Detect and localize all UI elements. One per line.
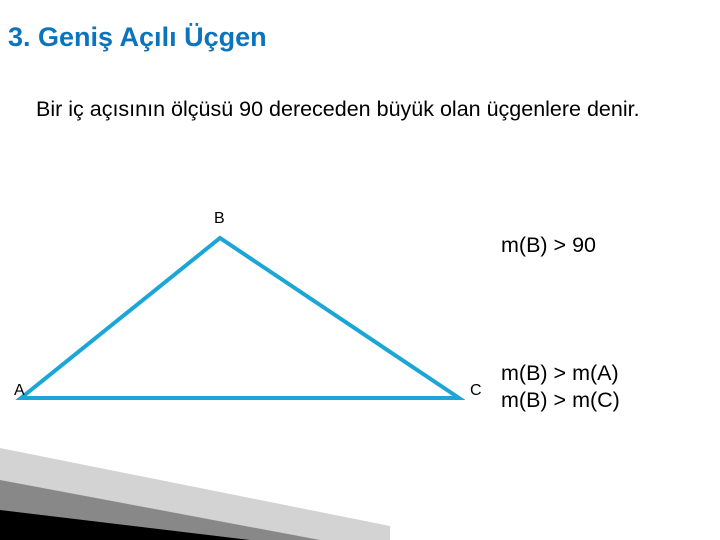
- triangle-svg: [15, 230, 465, 405]
- vertex-label-b: B: [214, 210, 225, 228]
- property-line-2: m(B) > m(A): [501, 360, 620, 387]
- triangle-diagram: [15, 230, 465, 405]
- triangle-shape: [21, 238, 459, 398]
- section-title: 3. Geniş Açılı Üçgen: [8, 22, 267, 53]
- slide-decoration: [0, 448, 390, 540]
- section-description: Bir iç açısının ölçüsü 90 dereceden büyü…: [36, 96, 640, 123]
- vertex-label-a: A: [14, 382, 25, 400]
- property-line-1: m(B) > 90: [501, 232, 596, 259]
- property-line-3: m(B) > m(C): [501, 387, 620, 414]
- vertex-label-c: C: [470, 382, 482, 400]
- property-lines-2: m(B) > m(A) m(B) > m(C): [501, 360, 620, 414]
- property-lines-1: m(B) > 90: [501, 232, 596, 259]
